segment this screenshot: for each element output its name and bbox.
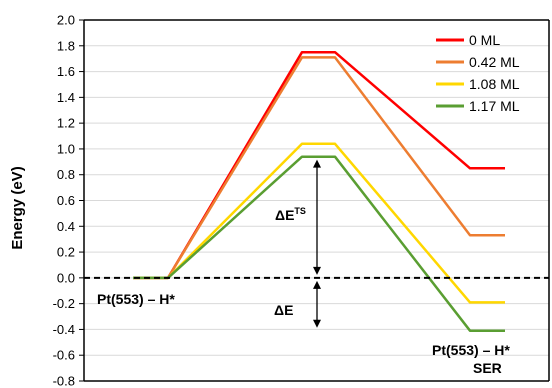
reaction-energy-label: ΔE bbox=[274, 302, 293, 318]
y-tick-label-10: 0.0 bbox=[57, 270, 75, 285]
y-tick-label-2: 1.6 bbox=[57, 64, 75, 79]
y-tick-label-8: 0.4 bbox=[57, 219, 75, 234]
initial-state-label: Pt(553) – H* bbox=[97, 291, 175, 307]
y-tick-label-7: 0.6 bbox=[57, 193, 75, 208]
ts-barrier-label: ΔETS bbox=[275, 206, 306, 223]
final-state-label-line1: Pt(553) – H* bbox=[432, 342, 510, 358]
y-tick-label-11: -0.2 bbox=[53, 296, 75, 311]
ts-barrier-superscript: TS bbox=[294, 206, 306, 216]
arrow-head-down-de bbox=[313, 319, 321, 328]
y-tick-label-3: 1.4 bbox=[57, 90, 75, 105]
ts-barrier-main: ΔE bbox=[275, 207, 294, 223]
y-tick-label-12: -0.4 bbox=[53, 322, 75, 337]
arrow-head-down-ts bbox=[313, 266, 321, 275]
legend-label-2: 1.08 ML bbox=[469, 76, 520, 92]
arrow-head-up-ts bbox=[313, 159, 321, 168]
legend: 0 ML 0.42 ML 1.08 ML 1.17 ML bbox=[436, 32, 520, 114]
y-tick-label-1: 1.8 bbox=[57, 38, 75, 53]
series-lines bbox=[133, 50, 505, 332]
series-line-3 bbox=[133, 155, 505, 332]
y-tick-label-9: 0.2 bbox=[57, 245, 75, 260]
legend-label-0: 0 ML bbox=[469, 32, 500, 48]
arrow-head-up-de bbox=[313, 280, 321, 289]
legend-label-1: 0.42 ML bbox=[469, 54, 520, 70]
arrow-ts bbox=[313, 159, 321, 275]
y-tick-label-5: 1.0 bbox=[57, 141, 75, 156]
y-tick-label-14: -0.8 bbox=[53, 374, 75, 388]
arrow-de bbox=[313, 280, 321, 328]
y-axis-title: Energy (eV) bbox=[9, 166, 26, 249]
legend-label-3: 1.17 ML bbox=[469, 98, 520, 114]
y-tick-labels: 2.0 1.8 1.6 1.4 1.2 1.0 0.8 0.6 0.4 0.2 0.0 -0.2 -0.… bbox=[53, 13, 84, 388]
y-tick-label-13: -0.6 bbox=[53, 348, 75, 363]
y-tick-label-6: 0.8 bbox=[57, 167, 75, 182]
energy-arrows bbox=[313, 159, 321, 328]
y-tick-label-4: 1.2 bbox=[57, 116, 75, 131]
y-tick-label-0: 2.0 bbox=[57, 13, 75, 28]
final-state-label-line2: SER bbox=[473, 360, 502, 376]
